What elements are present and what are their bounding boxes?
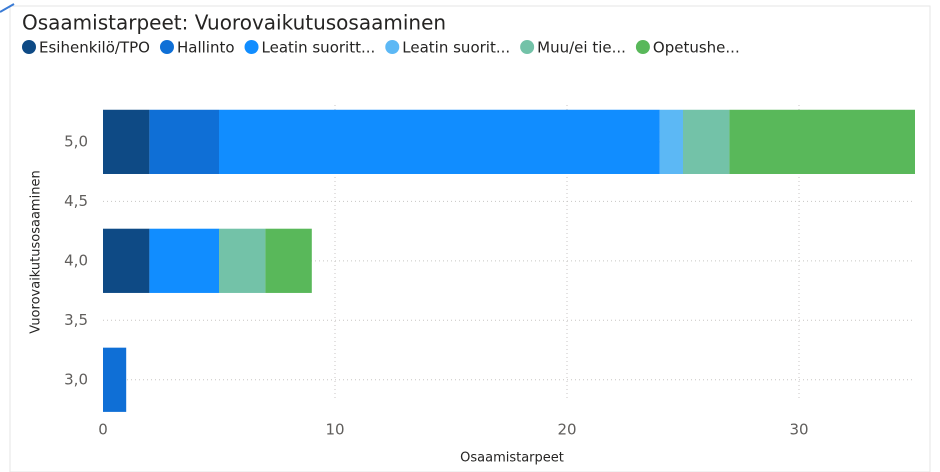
legend: Esihenkilö/TPO Hallinto Leatin suoritt... L… xyxy=(22,39,740,57)
y-tick-label: 4,0 xyxy=(64,251,88,269)
bar-segment xyxy=(683,109,730,174)
y-tick-label: 3,5 xyxy=(64,311,88,329)
legend-swatch xyxy=(244,40,259,54)
bars xyxy=(103,109,915,412)
bar-segment xyxy=(149,228,219,293)
legend-label: Leatin suorit... xyxy=(402,39,510,57)
x-tick-label: 10 xyxy=(325,421,344,439)
bar-segment xyxy=(149,109,219,174)
y-tick-label: 5,0 xyxy=(64,132,88,150)
legend-swatch xyxy=(635,40,650,54)
legend-label: Leatin suoritt... xyxy=(262,39,376,57)
x-tick-label: 0 xyxy=(98,421,108,439)
bar-segment xyxy=(219,228,266,293)
corner-accent xyxy=(0,3,15,13)
chart-title: Osaamistarpeet: Vuorovaikutusosaaminen xyxy=(22,11,446,35)
y-tick-label: 3,0 xyxy=(64,370,88,388)
bar-segment xyxy=(103,228,150,293)
bar-segment xyxy=(219,109,660,174)
legend-label: Esihenkilö/TPO xyxy=(39,39,150,57)
legend-label: Muu/ei tie... xyxy=(537,39,626,57)
bar-segment xyxy=(659,109,683,174)
legend-swatch xyxy=(385,40,400,54)
bar-segment xyxy=(103,109,150,174)
x-axis-title: Osaamistarpeet xyxy=(460,451,564,466)
x-tick-label: 30 xyxy=(789,421,808,439)
ticks: 0 10 20 30 5,0 4,5 4,0 3,5 3,0 xyxy=(64,132,808,438)
legend-label: Hallinto xyxy=(177,39,235,57)
bar-segment xyxy=(265,228,312,293)
legend-swatch xyxy=(159,40,174,54)
legend-swatch xyxy=(22,40,36,54)
legend-label: Opetushe... xyxy=(653,39,740,57)
legend-swatch xyxy=(520,40,535,54)
bar-segment xyxy=(103,347,127,412)
x-tick-label: 20 xyxy=(557,421,576,439)
bar-segment xyxy=(729,109,915,174)
y-axis-title: Vuorovaikutusosaaminen xyxy=(29,170,44,333)
y-tick-label: 4,5 xyxy=(64,192,88,210)
